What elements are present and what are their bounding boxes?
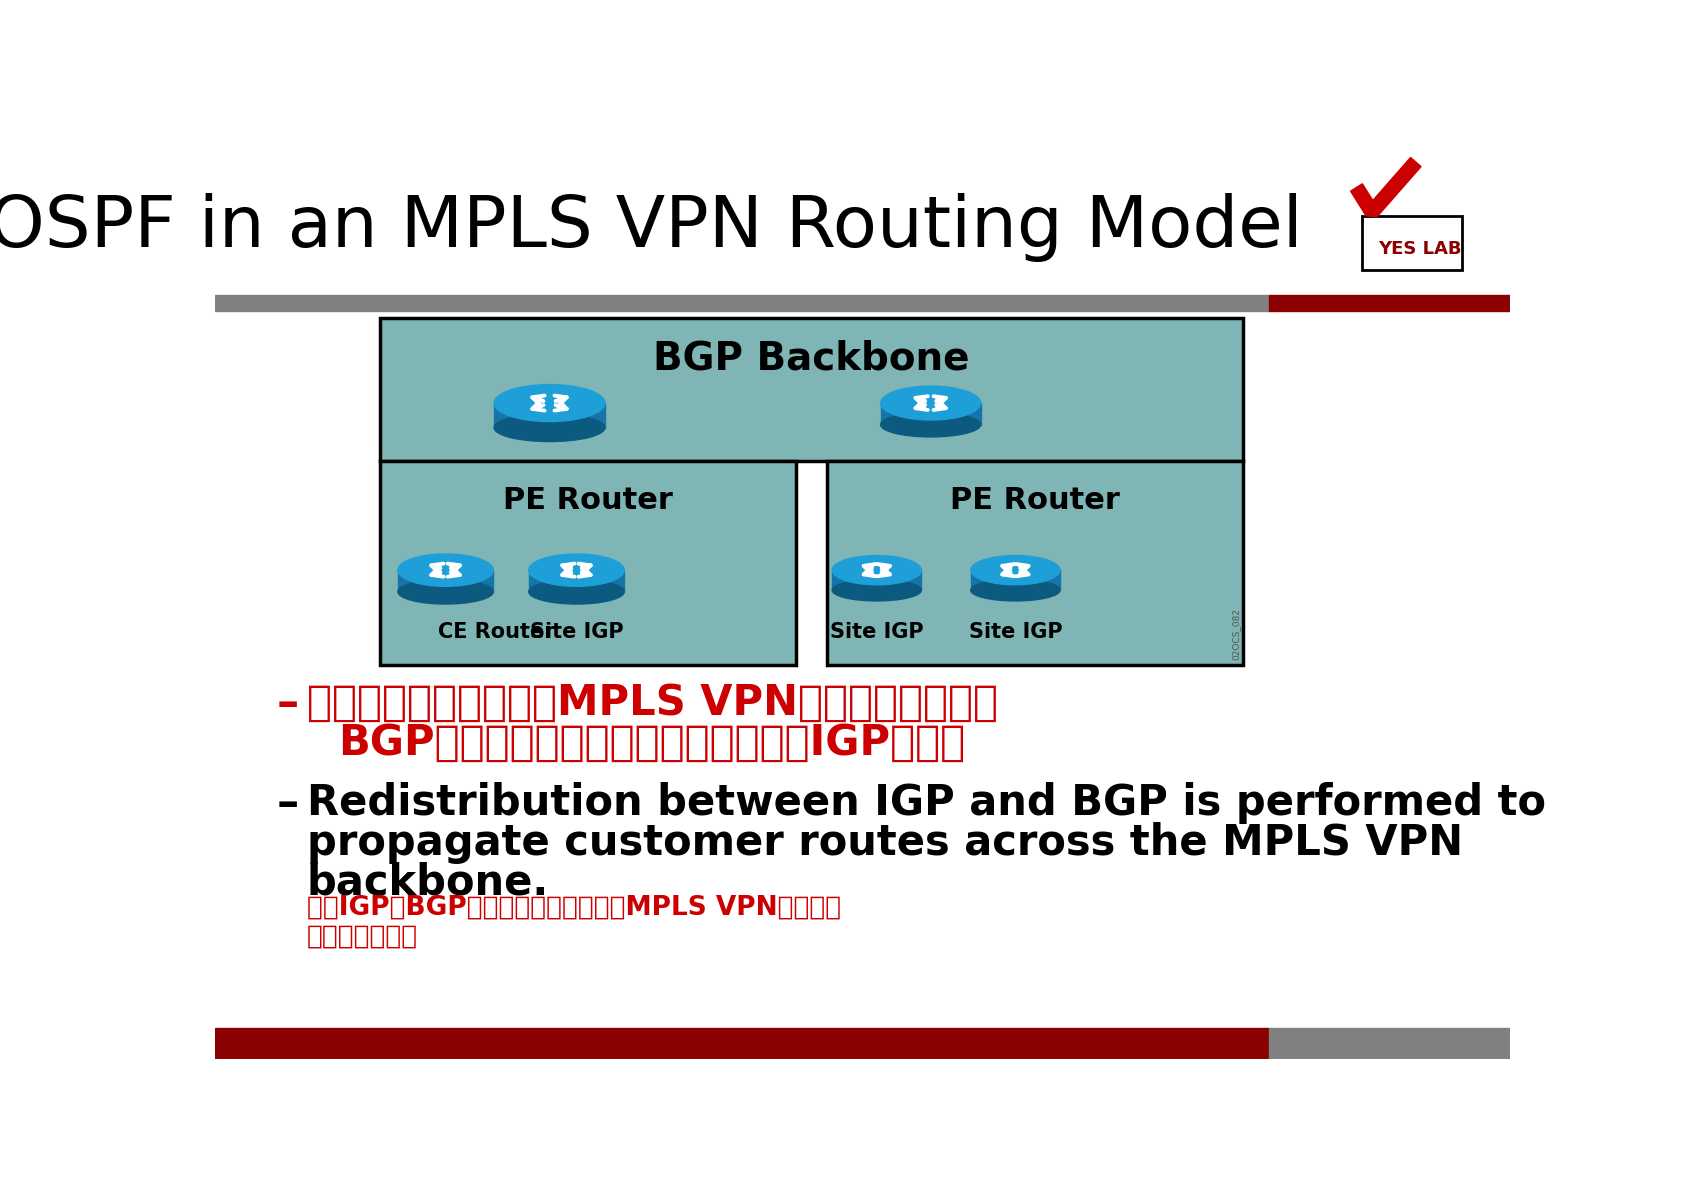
Polygon shape	[1056, 570, 1060, 590]
Polygon shape	[977, 403, 981, 425]
Ellipse shape	[397, 555, 493, 587]
Ellipse shape	[528, 580, 624, 605]
Bar	[380, 319, 1241, 461]
Polygon shape	[831, 570, 834, 590]
Ellipse shape	[971, 556, 1060, 584]
Polygon shape	[489, 570, 493, 591]
Bar	[400, 570, 489, 591]
Text: BGP Backbone: BGP Backbone	[653, 339, 969, 377]
Ellipse shape	[831, 556, 922, 584]
Ellipse shape	[971, 580, 1060, 601]
Ellipse shape	[880, 386, 981, 420]
Polygon shape	[971, 570, 974, 590]
Text: 传播客户路由。: 传播客户路由。	[306, 923, 417, 950]
Text: PE Router: PE Router	[503, 487, 673, 515]
Text: Redistribution between IGP and BGP is performed to: Redistribution between IGP and BGP is pe…	[306, 782, 1546, 823]
Bar	[826, 461, 1241, 665]
Text: 02OCS_082: 02OCS_082	[1230, 608, 1240, 660]
Polygon shape	[602, 403, 604, 427]
Bar	[214, 295, 1268, 311]
Text: propagate customer routes across the MPLS VPN: propagate customer routes across the MPL…	[306, 822, 1462, 864]
Bar	[496, 403, 602, 427]
Polygon shape	[495, 403, 496, 427]
Bar	[1268, 1028, 1510, 1059]
Ellipse shape	[495, 414, 604, 441]
Ellipse shape	[397, 580, 493, 605]
Polygon shape	[1351, 157, 1420, 217]
Polygon shape	[880, 403, 883, 425]
Polygon shape	[397, 570, 400, 591]
Bar	[1361, 215, 1462, 270]
Text: backbone.: backbone.	[306, 862, 548, 904]
Bar	[532, 570, 621, 591]
Bar	[974, 570, 1056, 590]
Text: BGP的骨干网并且同时和客户网络运行IGP的网络: BGP的骨干网并且同时和客户网络运行IGP的网络	[338, 722, 964, 764]
Ellipse shape	[528, 555, 624, 587]
Bar	[380, 461, 796, 665]
Text: YES LAB: YES LAB	[1378, 240, 1460, 258]
Text: CE Router: CE Router	[437, 621, 553, 641]
Text: Site IGP: Site IGP	[829, 621, 923, 641]
Polygon shape	[918, 570, 922, 590]
Ellipse shape	[495, 384, 604, 421]
Bar	[883, 403, 977, 425]
Text: OSPF in an MPLS VPN Routing Model: OSPF in an MPLS VPN Routing Model	[0, 193, 1302, 262]
Text: PE Router: PE Router	[949, 487, 1119, 515]
Polygon shape	[528, 570, 532, 591]
Text: –: –	[276, 782, 298, 825]
Bar	[214, 1028, 1268, 1059]
Text: –: –	[276, 682, 298, 725]
Ellipse shape	[880, 412, 981, 437]
Text: Site IGP: Site IGP	[969, 621, 1061, 641]
Text: 从客户的观点看，一个MPLS VPN的网络是一个运行: 从客户的观点看，一个MPLS VPN的网络是一个运行	[306, 682, 997, 724]
Text: Site IGP: Site IGP	[530, 621, 622, 641]
Polygon shape	[621, 570, 624, 591]
Ellipse shape	[831, 580, 922, 601]
Bar	[1268, 295, 1510, 311]
Bar	[834, 570, 918, 590]
Text: 执行IGP和BGP之间的重新分配，以在MPLS VPN骨干网上: 执行IGP和BGP之间的重新分配，以在MPLS VPN骨干网上	[306, 895, 841, 920]
